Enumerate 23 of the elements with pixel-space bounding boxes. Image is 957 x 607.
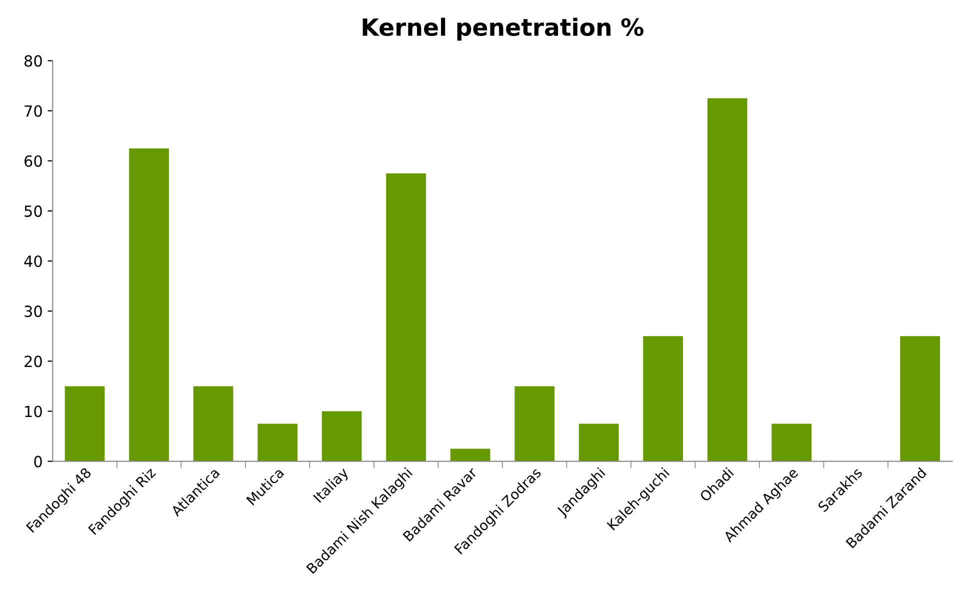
bar [322, 411, 362, 462]
bar [578, 424, 619, 462]
bar [514, 386, 554, 462]
bar [900, 336, 940, 462]
y-tick-label: 0 [34, 456, 42, 468]
y-tick-label: 30 [24, 306, 42, 318]
y-tick-label: 70 [24, 105, 42, 117]
bar [64, 386, 105, 462]
bar [643, 336, 683, 462]
bar [772, 424, 812, 462]
y-tick-label: 80 [24, 55, 42, 67]
bar [707, 98, 748, 462]
bar [450, 448, 490, 462]
y-tick-label: 50 [24, 205, 42, 217]
bar [386, 173, 426, 462]
bar [193, 386, 234, 462]
bar [258, 424, 298, 462]
bar [129, 148, 169, 462]
y-tick-label: 10 [25, 406, 42, 418]
chart-title: Kernel penetration % [362, 18, 644, 41]
y-tick-label: 40 [24, 255, 42, 268]
y-tick-label: 60 [24, 155, 42, 167]
y-tick-label: 20 [24, 356, 42, 368]
